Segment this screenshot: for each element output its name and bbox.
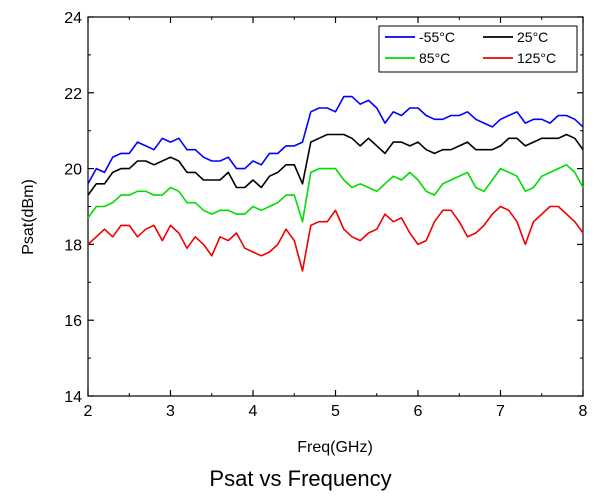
x-tick-label: 3 [166, 403, 175, 420]
series-line-1 [87, 95, 584, 185]
x-tick-label: 6 [414, 403, 423, 420]
series-lines [87, 95, 584, 272]
plot-area-border [87, 16, 584, 397]
figure-caption: Psat vs Frequency [209, 466, 392, 491]
x-axis-label: Freq(GHz) [297, 439, 373, 456]
legend: -55°C 25°C 85°C 125°C [378, 25, 578, 73]
y-tick-label: 22 [64, 86, 82, 103]
legend-label: 25°C [517, 29, 548, 45]
plot-frame [87, 16, 584, 397]
x-tick-label: 8 [579, 403, 588, 420]
x-tick-label: 2 [84, 403, 93, 420]
series-line-3 [87, 164, 584, 223]
y-tick-label: 14 [64, 389, 82, 406]
y-tick-label: 20 [64, 162, 82, 179]
psat-line-chart: 2 3 4 5 6 7 8 14 16 18 20 22 24 -55°C 25°C 85°C 125°C F… [20, 10, 588, 456]
x-tick-label: 4 [249, 403, 258, 420]
legend-label: 85°C [419, 50, 450, 66]
legend-box [378, 25, 578, 73]
axis-ticks: 2 3 4 5 6 7 8 14 16 18 20 22 24 [64, 10, 587, 420]
legend-label: -55°C [419, 29, 455, 45]
y-tick-label: 16 [64, 313, 82, 330]
legend-label: 125°C [517, 50, 556, 66]
series-line-4 [87, 205, 584, 272]
y-axis-label: Psat(dBm) [20, 179, 37, 255]
series-line-2 [87, 133, 584, 196]
x-tick-label: 7 [496, 403, 505, 420]
y-tick-label: 18 [64, 237, 82, 254]
x-tick-label: 5 [331, 403, 340, 420]
y-tick-label: 24 [64, 10, 82, 27]
